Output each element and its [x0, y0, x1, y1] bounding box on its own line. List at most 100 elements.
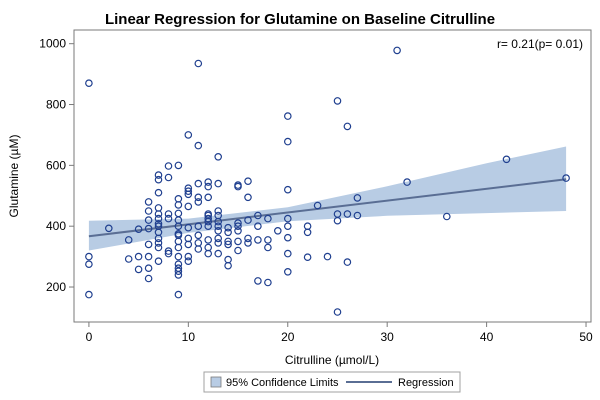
data-point — [184, 240, 193, 249]
data-point — [204, 249, 213, 258]
x-axis-label: Citrulline (µmol/L) — [285, 353, 379, 367]
data-point — [164, 247, 173, 255]
data-point — [144, 264, 153, 273]
data-point — [164, 173, 173, 182]
data-point — [164, 249, 173, 258]
legend-band-swatch — [210, 376, 222, 388]
legend-box — [203, 371, 461, 393]
data-point — [154, 220, 163, 228]
y-tick-label: 400 — [46, 219, 66, 233]
data-point — [184, 187, 193, 196]
data-point — [194, 193, 203, 202]
data-point — [254, 211, 262, 220]
data-point — [204, 178, 213, 186]
chart-title: Linear Regression for Glutamine on Basel… — [105, 11, 495, 28]
data-point — [214, 179, 223, 188]
data-point — [214, 249, 223, 258]
data-point — [204, 236, 213, 244]
data-point — [174, 271, 183, 279]
data-point — [283, 185, 292, 194]
data-point — [214, 153, 223, 161]
data-point — [144, 207, 153, 215]
x-tick-label: 40 — [480, 330, 494, 344]
data-point — [174, 222, 183, 231]
regression-line — [88, 178, 567, 238]
data-point — [283, 214, 292, 223]
data-point — [264, 214, 272, 223]
data-point — [174, 243, 183, 252]
data-point — [184, 223, 193, 232]
data-point — [184, 190, 193, 199]
data-point — [273, 227, 282, 235]
data-point — [194, 231, 203, 240]
data-point — [244, 239, 252, 247]
data-point — [124, 255, 133, 263]
data-point — [224, 237, 232, 246]
data-point — [105, 224, 113, 233]
data-point — [194, 179, 203, 188]
legend-line-label: Regression — [398, 377, 454, 389]
data-point — [194, 141, 203, 150]
data-point — [154, 234, 163, 243]
data-point — [224, 261, 232, 270]
data-point — [194, 198, 203, 206]
data-point — [283, 137, 292, 146]
data-point — [254, 277, 262, 285]
data-point — [85, 252, 93, 261]
data-point — [283, 267, 292, 276]
data-point — [154, 239, 163, 247]
data-point — [204, 222, 213, 231]
data-point — [144, 274, 153, 283]
data-point — [283, 233, 292, 242]
data-point — [174, 260, 183, 269]
data-point — [194, 245, 203, 253]
legend: 95% Confidence Limits Regression — [203, 371, 461, 393]
data-point — [562, 174, 570, 182]
data-point — [234, 222, 242, 231]
data-point — [333, 97, 342, 105]
data-point — [214, 217, 223, 226]
data-point — [204, 214, 213, 223]
data-point — [154, 171, 163, 179]
data-point — [264, 236, 272, 244]
data-point — [124, 236, 133, 244]
data-point — [204, 182, 213, 191]
data-point — [174, 161, 183, 170]
data-point — [204, 193, 213, 202]
data-point — [164, 210, 173, 218]
data-point — [174, 201, 183, 209]
data-point — [234, 219, 242, 227]
data-point — [234, 237, 242, 246]
x-tick-label: 30 — [381, 330, 395, 344]
data-point — [214, 234, 223, 243]
data-point — [144, 240, 153, 249]
data-point — [303, 228, 312, 237]
data-point — [254, 222, 262, 231]
data-point — [214, 227, 223, 235]
data-point — [134, 265, 143, 274]
plot-area-frame — [73, 29, 592, 323]
data-point — [224, 240, 232, 249]
data-point — [144, 216, 153, 224]
data-point — [154, 243, 163, 252]
data-point — [174, 267, 183, 276]
data-point — [144, 252, 153, 261]
data-point — [224, 228, 232, 237]
data-point — [154, 214, 163, 223]
x-tick-label: 50 — [579, 330, 593, 344]
data-point — [303, 253, 312, 262]
data-point — [283, 112, 292, 120]
data-point — [214, 222, 223, 231]
data-point — [85, 79, 93, 88]
data-point — [184, 202, 193, 211]
data-point — [134, 252, 143, 261]
data-point — [194, 222, 203, 231]
data-point — [174, 290, 183, 299]
data-point — [403, 178, 411, 186]
data-point — [264, 243, 272, 252]
data-point — [184, 257, 193, 266]
data-point — [134, 225, 143, 234]
data-point — [194, 59, 203, 68]
data-point — [333, 216, 342, 225]
